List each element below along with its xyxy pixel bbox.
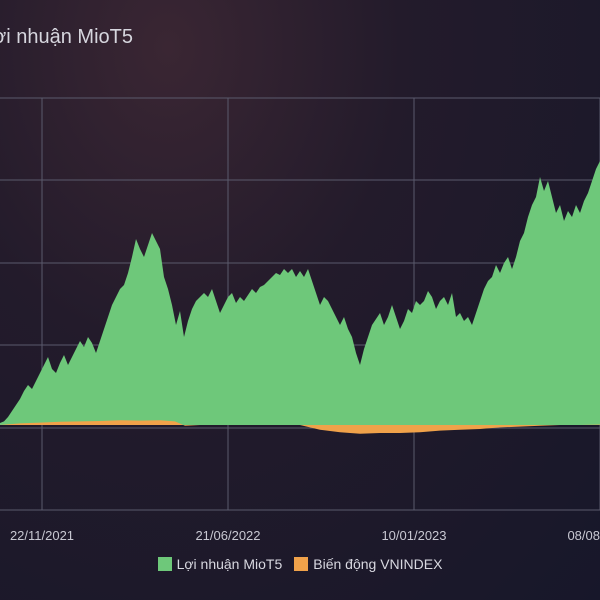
legend-item-vnindex[interactable]: Biến động VNINDEX: [294, 556, 442, 572]
area-series-vnindex[interactable]: [0, 420, 600, 434]
x-tick-label-1: 21/06/2022: [195, 528, 260, 543]
chart-title: Lợi nhuận MioT5: [0, 26, 133, 48]
legend-swatch-profit: [157, 557, 172, 571]
series-areas: [0, 161, 600, 434]
x-axis-ticks: 22/11/2021 21/06/2022 10/01/2023 08/08/2023: [10, 528, 600, 543]
legend-label-vnindex: Biến động VNINDEX: [313, 556, 443, 572]
chart-legend: Lợi nhuận MioT5 Biến động VNINDEX: [0, 556, 600, 572]
legend-label-profit: Lợi nhuận MioT5: [176, 556, 283, 572]
x-tick-label-3: 08/08/2023: [567, 528, 600, 543]
x-tick-label-2: 10/01/2023: [381, 528, 446, 543]
x-tick-label-0: 22/11/2021: [10, 528, 74, 543]
area-series-profit[interactable]: [0, 161, 600, 425]
legend-item-profit[interactable]: Lợi nhuận MioT5: [157, 556, 283, 572]
legend-swatch-vnindex: [294, 557, 309, 571]
